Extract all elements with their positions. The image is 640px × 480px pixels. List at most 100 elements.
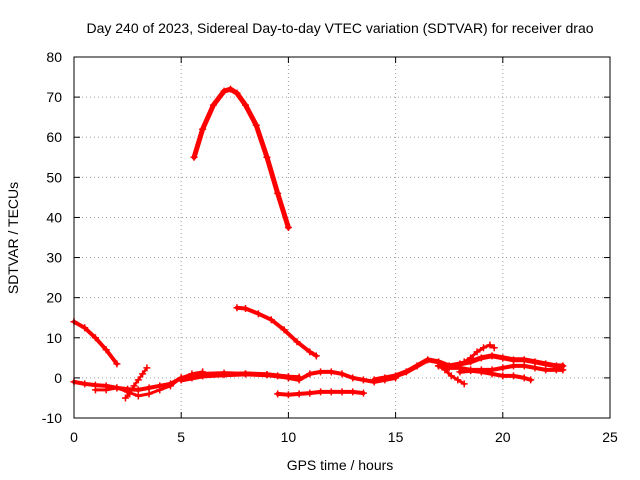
data-point	[447, 372, 455, 380]
data-point	[520, 356, 528, 364]
data-point	[220, 371, 228, 379]
x-tick-label: 25	[602, 429, 618, 445]
data-point	[480, 344, 488, 352]
series-arc-14	[456, 367, 535, 384]
data-point	[267, 316, 275, 324]
data-point	[113, 384, 121, 392]
x-tick-label: 0	[70, 429, 78, 445]
data-point	[460, 358, 468, 366]
data-point	[424, 356, 432, 364]
data-point	[91, 334, 99, 342]
series-arc-11	[434, 362, 567, 374]
ticks: 0 5 10 15 20 25 -10 0 10 20 30 40 50 60 70 80	[42, 49, 618, 445]
data-point	[242, 101, 250, 109]
data-point	[220, 87, 228, 95]
series-arc-6	[121, 364, 151, 402]
data-point	[359, 389, 367, 397]
series-arc-5	[91, 368, 207, 400]
series-group	[70, 85, 567, 402]
x-tick-label: 10	[281, 429, 297, 445]
y-tick-label: 10	[46, 330, 62, 346]
y-tick-label: 80	[46, 49, 62, 65]
y-tick-label: 70	[46, 89, 62, 105]
data-point	[306, 370, 314, 378]
data-point	[381, 374, 389, 382]
data-point	[499, 364, 507, 372]
data-point	[130, 382, 138, 390]
data-point	[477, 368, 485, 376]
data-point	[488, 352, 496, 360]
data-point	[520, 362, 528, 370]
y-tick-label: 30	[46, 250, 62, 266]
y-tick-label: -10	[42, 410, 62, 426]
data-point	[126, 390, 134, 398]
data-point	[81, 324, 89, 332]
data-point	[121, 394, 129, 402]
data-point	[510, 372, 518, 380]
data-point	[156, 386, 164, 394]
data-point	[284, 223, 292, 231]
y-tick-label: 60	[46, 129, 62, 145]
data-point	[233, 304, 241, 312]
data-point	[306, 389, 314, 397]
grid	[74, 57, 610, 418]
y-tick-label: 0	[54, 370, 62, 386]
data-point	[510, 362, 518, 370]
data-point	[454, 376, 462, 384]
data-point	[349, 374, 357, 382]
series-arc-10	[370, 352, 567, 384]
data-point	[370, 376, 378, 384]
data-point	[143, 364, 151, 372]
y-tick-label: 20	[46, 290, 62, 306]
series-arc-9	[274, 388, 367, 399]
data-point	[460, 380, 468, 388]
data-point	[134, 376, 142, 384]
data-point	[134, 392, 142, 400]
data-point	[445, 364, 453, 372]
data-point	[145, 384, 153, 392]
data-point	[467, 367, 475, 375]
data-point	[274, 189, 282, 197]
y-tick-label: 40	[46, 209, 62, 225]
series-arc-1	[70, 318, 121, 368]
data-point	[327, 368, 335, 376]
data-point	[499, 372, 507, 380]
series-arc-7	[177, 370, 292, 384]
data-point	[139, 370, 147, 378]
data-point	[402, 368, 410, 376]
data-point	[542, 366, 550, 374]
data-point	[338, 388, 346, 396]
data-point	[263, 153, 271, 161]
x-tick-label: 20	[495, 429, 511, 445]
x-tick-label: 15	[388, 429, 404, 445]
data-point	[559, 366, 567, 374]
data-point	[280, 326, 288, 334]
data-point	[317, 368, 325, 376]
x-tick-label: 5	[177, 429, 185, 445]
data-point	[293, 338, 301, 346]
data-point	[274, 390, 282, 398]
data-point	[488, 370, 496, 378]
data-point	[473, 348, 481, 356]
data-point	[242, 304, 250, 312]
data-point	[166, 382, 174, 390]
series-line	[234, 305, 319, 358]
data-point	[499, 354, 507, 362]
data-point	[359, 376, 367, 384]
data-point	[242, 370, 250, 378]
data-point	[531, 364, 539, 372]
data-point	[552, 366, 560, 374]
series-arc-2	[190, 85, 292, 231]
data-point	[233, 89, 241, 97]
series-arc-3	[233, 304, 320, 360]
data-point	[209, 101, 217, 109]
data-point	[527, 376, 535, 384]
data-point	[542, 360, 550, 368]
data-point	[413, 362, 421, 370]
data-point	[490, 344, 498, 352]
data-point	[520, 374, 528, 382]
y-axis-title: SDTVAR / TECUs	[5, 182, 21, 294]
data-point	[338, 370, 346, 378]
